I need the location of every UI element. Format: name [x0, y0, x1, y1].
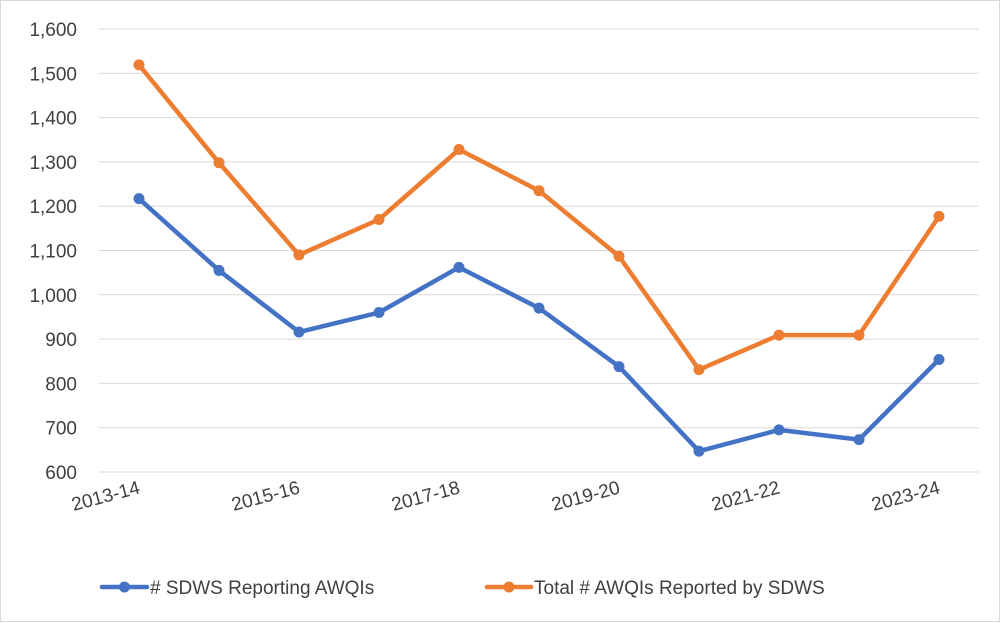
- x-tick-label: 2017-18: [390, 478, 463, 516]
- legend-item-sdws-reporting: # SDWS Reporting AWQIs: [99, 578, 374, 599]
- y-axis-ticks: 600 700 800 900 1,000 1,100 1,200 1,300 1,400 1,5…: [29, 20, 77, 484]
- legend: # SDWS Reporting AWQIs Total # AWQIs Repo…: [99, 578, 825, 599]
- y-tick-label: 600: [45, 463, 77, 484]
- data-point: [453, 143, 465, 155]
- y-tick-label: 700: [45, 419, 77, 440]
- legend-label: Total # AWQIs Reported by SDWS: [534, 578, 825, 599]
- data-point: [213, 157, 225, 169]
- data-point: [453, 261, 465, 273]
- data-point: [933, 353, 945, 365]
- data-point: [133, 193, 145, 205]
- data-point: [373, 213, 385, 225]
- data-point: [773, 424, 785, 436]
- gridlines: [99, 28, 979, 473]
- legend-item-total-awqis: Total # AWQIs Reported by SDWS: [484, 578, 825, 599]
- data-point: [293, 326, 305, 338]
- y-tick-label: 1,000: [29, 286, 77, 307]
- data-point: [613, 361, 625, 373]
- x-tick-label: 2015-16: [230, 478, 303, 516]
- data-point: [213, 264, 225, 276]
- y-tick-label: 1,400: [29, 109, 77, 130]
- data-point: [533, 185, 545, 197]
- data-point: [693, 445, 705, 457]
- y-tick-label: 1,100: [29, 242, 77, 263]
- data-point: [693, 364, 705, 376]
- y-tick-label: 800: [45, 374, 77, 395]
- y-tick-label: 1,300: [29, 153, 77, 174]
- data-point: [853, 434, 865, 446]
- series-total-awqis: [133, 59, 945, 376]
- y-tick-label: 900: [45, 330, 77, 351]
- y-tick-label: 1,200: [29, 197, 77, 218]
- data-point: [373, 307, 385, 319]
- x-axis-ticks: 2013-14 2015-16 2017-18 2019-20 2021-22 2023-…: [70, 477, 943, 515]
- x-tick-label: 2019-20: [550, 478, 623, 516]
- data-point: [853, 329, 865, 341]
- series-line-sdws-reporting: [136, 196, 942, 454]
- series-sdws-reporting: [133, 193, 945, 457]
- data-point: [933, 210, 945, 222]
- x-tick-label: 2023-24: [870, 477, 943, 515]
- legend-marker: [503, 581, 515, 593]
- legend-marker: [119, 581, 130, 593]
- x-tick-label: 2013-14: [70, 477, 143, 515]
- y-tick-label: 1,600: [29, 20, 77, 41]
- data-point: [293, 249, 305, 261]
- series-group: [133, 59, 945, 457]
- data-point: [533, 302, 545, 314]
- data-point: [133, 59, 145, 71]
- x-tick-label: 2021-22: [710, 478, 783, 516]
- data-point: [613, 250, 625, 262]
- y-tick-label: 1,500: [29, 64, 77, 85]
- legend-label: # SDWS Reporting AWQIs: [150, 578, 374, 599]
- data-point: [773, 329, 785, 341]
- series-line-total-awqis: [136, 62, 942, 372]
